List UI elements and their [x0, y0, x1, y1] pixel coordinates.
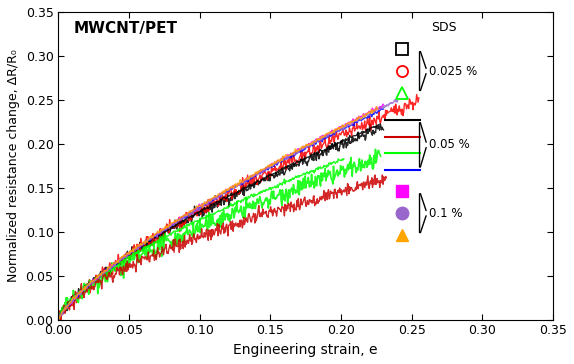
Text: 0.1 %: 0.1 %: [429, 207, 463, 220]
X-axis label: Engineering strain, e: Engineering strain, e: [234, 343, 378, 357]
Text: SDS: SDS: [432, 21, 457, 34]
Text: 0.05 %: 0.05 %: [429, 138, 470, 151]
Text: 0.025 %: 0.025 %: [429, 64, 478, 78]
Y-axis label: Normalized resistance change, ΔR/R₀: Normalized resistance change, ΔR/R₀: [7, 50, 20, 282]
Text: MWCNT/PET: MWCNT/PET: [73, 21, 177, 36]
